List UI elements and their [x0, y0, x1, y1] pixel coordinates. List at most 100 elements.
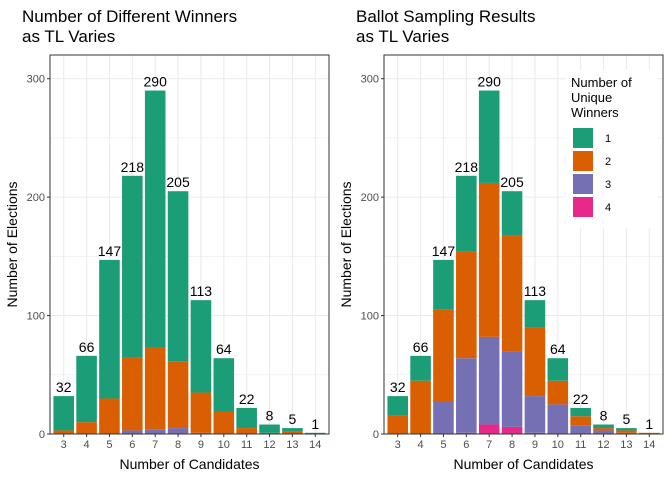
bar-label-7: 290 [144, 74, 168, 90]
bar-label-10: 64 [216, 341, 232, 357]
bar-segment-5-winners-3 [433, 402, 454, 434]
bar-segment-9-winners-3 [524, 396, 546, 433]
x-tick-label: 5 [106, 439, 112, 451]
bar-segment-10-winners-1 [213, 358, 235, 412]
bar-segment-8-winners-1 [167, 191, 189, 362]
bar-segment-12-winners-2 [259, 432, 280, 434]
bar-segment-14-winners-1 [304, 432, 326, 434]
bar-label-4: 66 [79, 339, 95, 355]
x-tick-label: 4 [84, 439, 90, 451]
x-tick-label: 14 [309, 439, 321, 451]
bar-segment-12-winners-1 [259, 424, 280, 433]
y-tick-label: 0 [373, 429, 379, 441]
bar-label-5: 147 [98, 243, 122, 259]
x-tick-label: 8 [509, 439, 515, 451]
x-tick-label: 14 [643, 439, 655, 451]
bar-segment-3-winners-2 [387, 415, 409, 434]
bar-segment-4-winners-1 [410, 355, 431, 381]
bar-label-4: 66 [413, 339, 429, 355]
bar-label-11: 22 [573, 391, 589, 407]
bar-segment-10-winners-1 [547, 358, 569, 381]
bar-label-6: 218 [455, 159, 479, 175]
bar-segment-6-winners-1 [456, 175, 477, 252]
x-tick-label: 8 [175, 439, 181, 451]
bar-segment-7-winners-2 [478, 182, 500, 337]
legend: Number of Unique Winners 1 2 3 4 [565, 70, 657, 228]
chart-title-line-2: as TL Varies [22, 27, 115, 46]
legend-label-4: 4 [605, 202, 611, 214]
x-tick-label: 5 [440, 439, 446, 451]
bar-segment-9-winners-3 [190, 432, 212, 434]
bar-label-5: 147 [432, 243, 456, 259]
plot-border [49, 54, 330, 435]
y-tick-label: 100 [27, 311, 45, 323]
bar-segment-7-winners-1 [144, 90, 166, 348]
bar-label-8: 205 [166, 174, 190, 190]
y-tick-label: 300 [361, 74, 379, 86]
bar-segment-11-winners-2 [236, 428, 257, 434]
plot-border [383, 54, 664, 435]
bar-segment-7-winners-2 [144, 347, 166, 430]
bar-segment-8-winners-4 [501, 426, 523, 434]
bar-label-10: 64 [550, 341, 566, 357]
bar-segment-6-winners-2 [122, 357, 143, 431]
bar-segment-4-winners-1 [76, 355, 97, 423]
bar-segment-8-winners-3 [167, 428, 189, 434]
bar-segment-9-winners-2 [190, 392, 212, 433]
bar-segment-3-winners-2 [53, 430, 75, 434]
bar-label-6: 218 [121, 159, 145, 175]
x-axis-title: Number of Candidates [453, 456, 593, 472]
legend-label-2: 2 [605, 156, 611, 168]
bar-label-9: 113 [524, 283, 547, 299]
x-tick-label: 12 [263, 439, 275, 451]
bar-label-3: 32 [56, 379, 72, 395]
x-tick-label: 12 [597, 439, 609, 451]
legend-label-1: 1 [605, 133, 611, 145]
bar-segment-7-winners-3 [144, 429, 166, 434]
bar-segment-5-winners-2 [99, 398, 120, 434]
bar-label-13: 5 [623, 411, 631, 427]
bar-segment-11-winners-3 [570, 425, 591, 434]
bar-segment-5-winners-2 [433, 309, 454, 403]
bar-segment-7-winners-3 [478, 336, 500, 425]
bar-segment-9-winners-2 [524, 327, 546, 397]
bar-segment-6-winners-1 [122, 175, 143, 358]
x-tick-label: 7 [152, 439, 158, 451]
bar-segment-8-winners-2 [167, 361, 189, 429]
chart-title-line-2: as TL Varies [356, 27, 449, 46]
bar-label-8: 205 [500, 174, 524, 190]
x-tick-label: 10 [218, 439, 230, 451]
bar-label-13: 5 [289, 411, 297, 427]
x-tick-label: 4 [418, 439, 424, 451]
chart-title-line-1: Ballot Sampling Results [356, 7, 536, 26]
bar-segment-6-winners-2 [456, 251, 477, 359]
bar-segment-12-winners-3 [593, 430, 614, 434]
x-tick-label: 13 [286, 439, 298, 451]
x-axis-title: Number of Candidates [119, 456, 259, 472]
bar-label-12: 8 [600, 408, 608, 424]
bar-segment-11-winners-2 [570, 416, 591, 426]
x-tick-label: 3 [395, 439, 401, 451]
bar-label-11: 22 [239, 391, 255, 407]
bar-segment-4-winners-2 [410, 380, 431, 434]
bar-segment-8-winners-1 [501, 191, 523, 236]
bar-segment-13-winners-1 [616, 428, 637, 431]
x-tick-label: 13 [620, 439, 632, 451]
bar-segment-10-winners-2 [213, 411, 235, 434]
bar-segment-13-winners-1 [282, 428, 303, 432]
bar-segment-8-winners-2 [501, 235, 523, 352]
bar-segment-4-winners-2 [76, 422, 97, 434]
bar-segment-14-winners-2 [638, 432, 660, 434]
bar-segment-13-winners-2 [282, 431, 303, 434]
bar-segment-6-winners-4 [456, 432, 477, 434]
y-tick-label: 200 [361, 192, 379, 204]
bar-segment-12-winners-1 [593, 424, 614, 429]
chart-title-line-1: Number of Different Winners [22, 7, 237, 26]
y-axis-title: Number of Elections [4, 181, 20, 307]
bar-label-12: 8 [266, 408, 274, 424]
bar-segment-10-winners-2 [547, 380, 569, 405]
bar-segment-5-winners-1 [99, 259, 120, 399]
